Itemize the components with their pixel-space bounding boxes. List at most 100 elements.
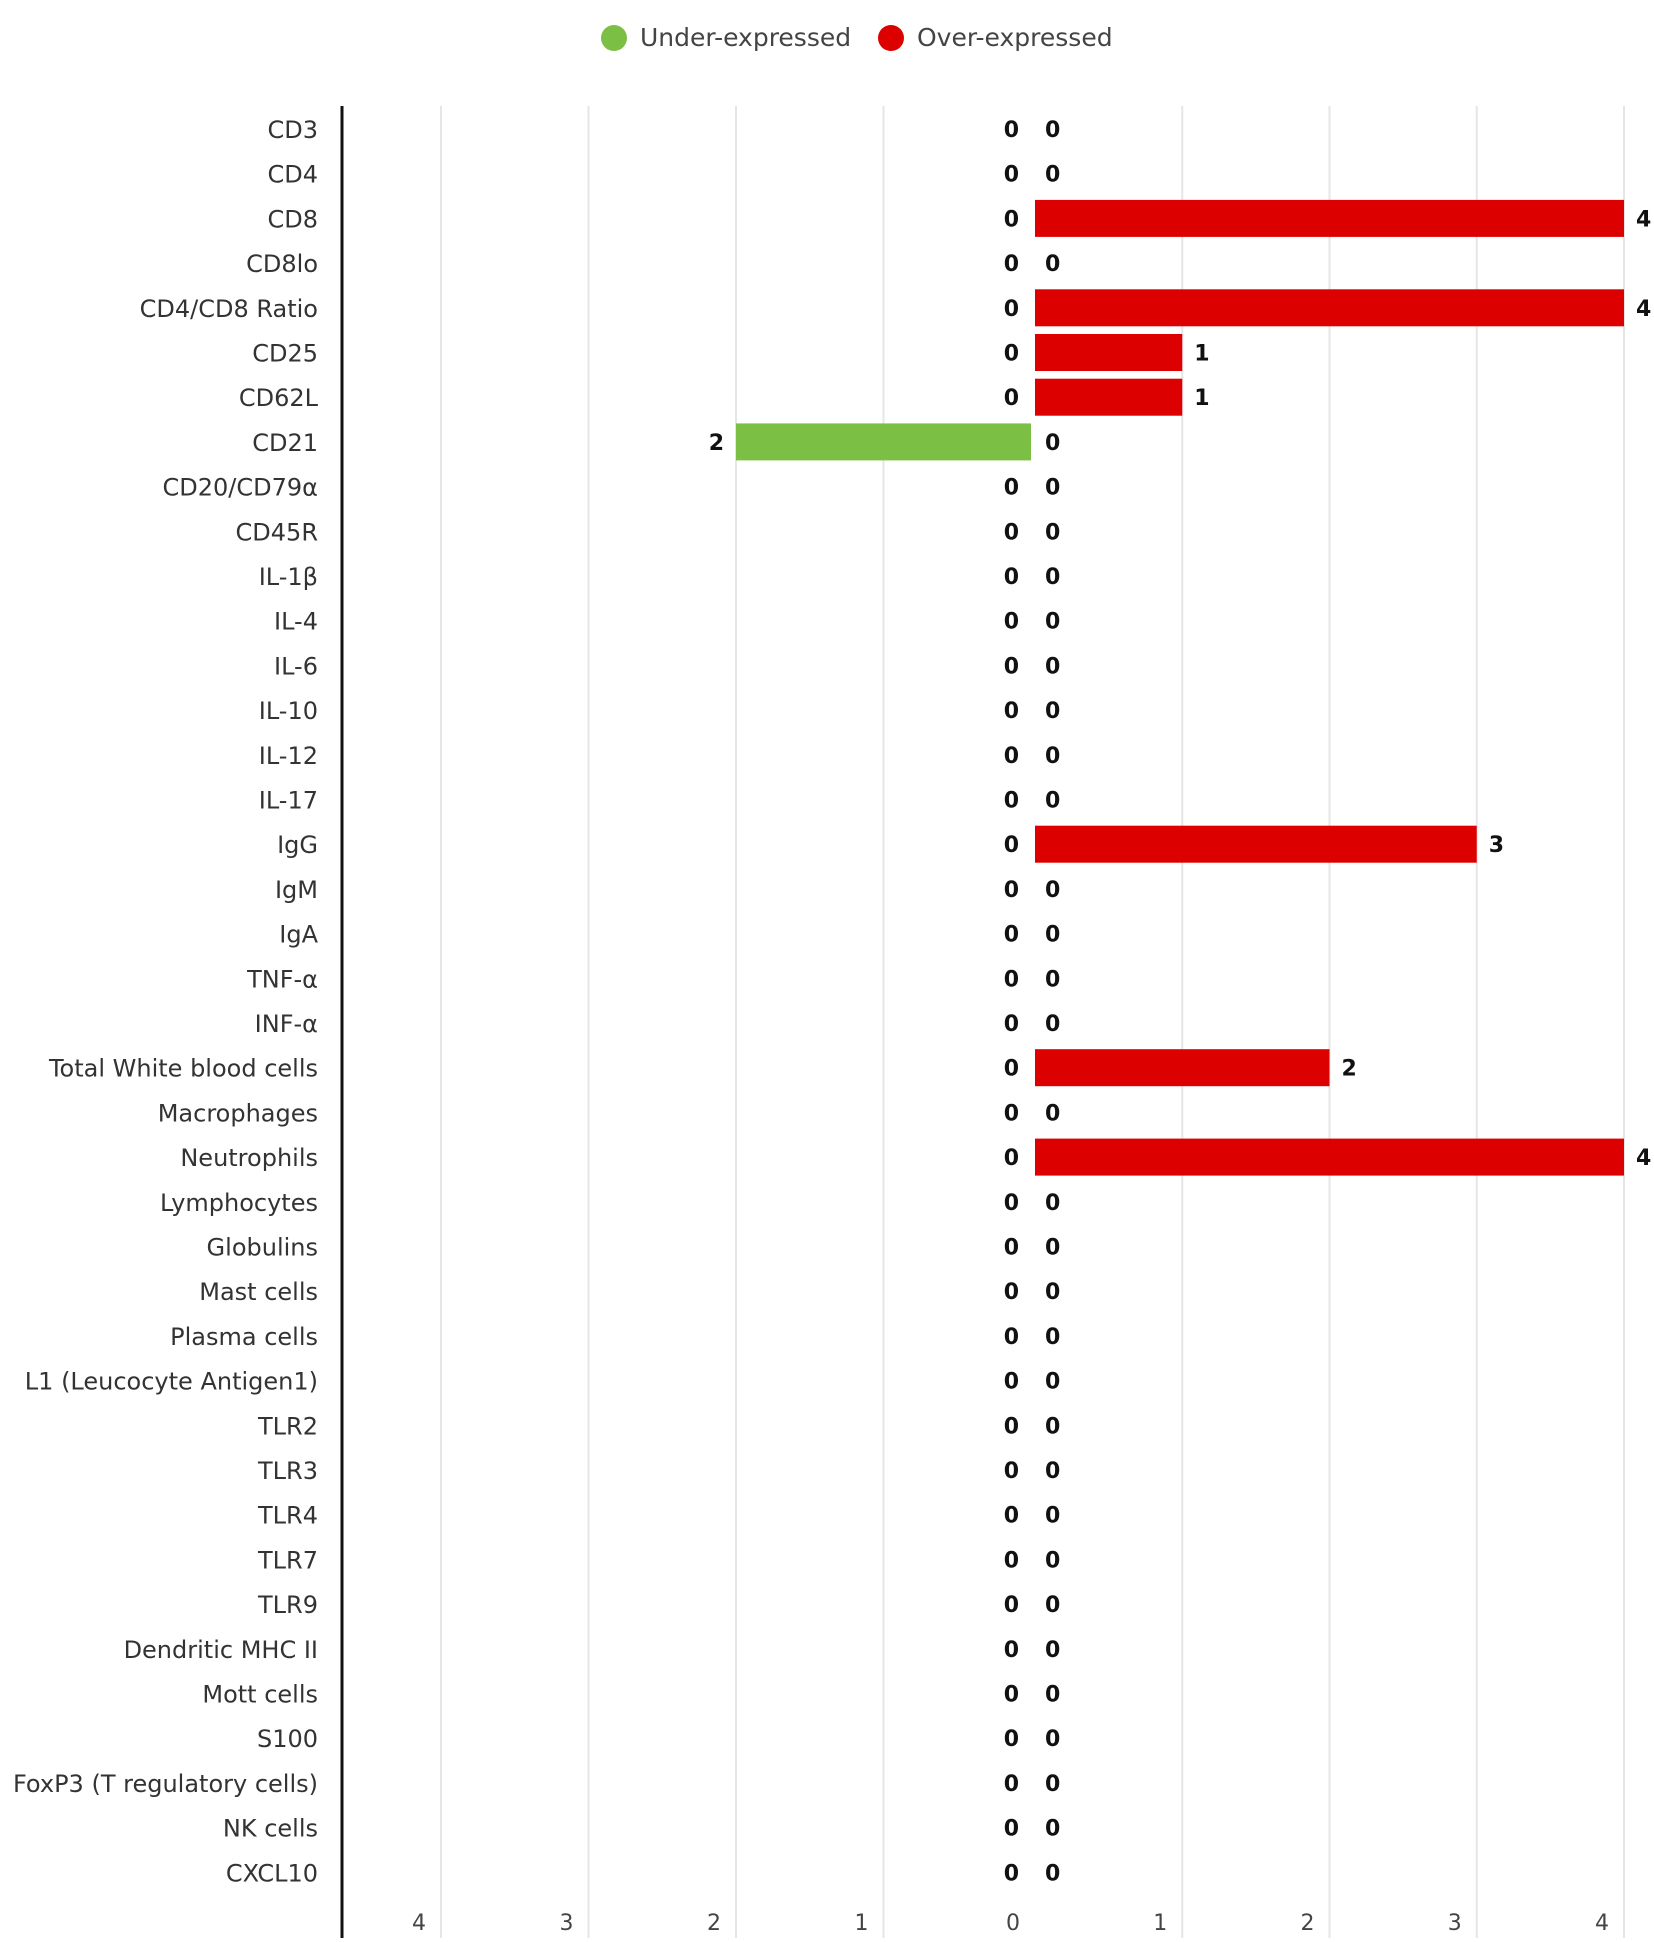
category-label: TLR2: [257, 1412, 318, 1440]
legend-marker-under-expressed: [601, 25, 627, 51]
data-label: 1: [1194, 342, 1209, 367]
data-label: 0: [1004, 476, 1019, 501]
data-label: 1: [1194, 386, 1209, 411]
bar-over-expressed: [1035, 289, 1624, 327]
category-label: IL-10: [259, 697, 318, 725]
category-label: TLR9: [257, 1591, 318, 1619]
data-label: 0: [1045, 1191, 1060, 1216]
data-label: 0: [1004, 744, 1019, 769]
category-label: NK cells: [223, 1815, 318, 1843]
data-label: 0: [1045, 610, 1060, 635]
category-label: Lymphocytes: [160, 1189, 318, 1217]
data-label: 0: [1004, 1504, 1019, 1529]
data-label: 0: [1004, 1414, 1019, 1439]
bar-over-expressed: [1035, 199, 1624, 237]
legend-marker-over-expressed: [878, 25, 904, 51]
x-tick-label: 2: [1301, 1911, 1315, 1936]
data-label: 0: [1004, 1146, 1019, 1171]
category-label: FoxP3 (T regulatory cells): [13, 1770, 318, 1798]
data-label: 0: [1004, 520, 1019, 545]
category-label: Neutrophils: [180, 1144, 318, 1172]
data-label: 0: [1004, 1370, 1019, 1395]
data-label: 0: [1004, 342, 1019, 367]
category-label: CD45R: [236, 518, 318, 546]
data-label: 0: [1004, 967, 1019, 992]
data-label: 0: [1045, 1638, 1060, 1663]
category-label: CD21: [252, 429, 318, 457]
data-label: 0: [1045, 1548, 1060, 1573]
category-label: CXCL10: [226, 1859, 318, 1887]
data-label: 0: [1045, 118, 1060, 143]
data-label: 0: [1004, 565, 1019, 590]
x-tick-label: 4: [1595, 1911, 1609, 1936]
data-label: 0: [1045, 252, 1060, 277]
category-label: Dendritic MHC II: [124, 1636, 318, 1664]
x-tick-label: 2: [707, 1911, 721, 1936]
bar-over-expressed: [1035, 1049, 1330, 1087]
data-label: 0: [1045, 878, 1060, 903]
category-label: Total White blood cells: [48, 1055, 318, 1083]
data-label: 0: [1045, 1414, 1060, 1439]
category-label: CD3: [267, 116, 318, 144]
data-label: 0: [1045, 923, 1060, 948]
category-label: Globulins: [207, 1234, 318, 1262]
data-label: 0: [1004, 1325, 1019, 1350]
category-label: TNF-α: [246, 965, 318, 993]
data-label: 0: [1004, 252, 1019, 277]
data-label: 0: [1045, 654, 1060, 679]
data-label: 2: [709, 431, 724, 456]
data-label: 0: [1004, 610, 1019, 635]
x-tick-label: 0: [1006, 1911, 1020, 1936]
data-label: 0: [1004, 789, 1019, 814]
data-label: 0: [1004, 1593, 1019, 1618]
category-label: CD8: [267, 205, 318, 233]
data-label: 0: [1045, 476, 1060, 501]
category-label: Plasma cells: [170, 1323, 318, 1351]
category-label: IL-1β: [259, 563, 318, 591]
data-label: 4: [1636, 207, 1651, 232]
data-label: 0: [1045, 1817, 1060, 1842]
data-label: 0: [1004, 386, 1019, 411]
x-tick-label: 3: [1448, 1911, 1462, 1936]
data-label: 0: [1045, 1325, 1060, 1350]
category-label: INF-α: [255, 1010, 318, 1038]
data-label: 0: [1004, 1191, 1019, 1216]
data-label: 0: [1004, 1817, 1019, 1842]
data-label: 0: [1045, 1370, 1060, 1395]
data-label: 0: [1004, 1638, 1019, 1663]
category-label: IgA: [279, 921, 318, 949]
category-label: CD62L: [239, 384, 319, 412]
bar-over-expressed: [1035, 334, 1183, 371]
bar-over-expressed: [1035, 825, 1477, 863]
data-label: 0: [1045, 1593, 1060, 1618]
category-label: TLR3: [257, 1457, 318, 1485]
data-label: 0: [1045, 789, 1060, 814]
data-label: 0: [1045, 1236, 1060, 1261]
data-label: 0: [1045, 163, 1060, 188]
data-label: 0: [1004, 1727, 1019, 1752]
data-label: 0: [1004, 118, 1019, 143]
category-label: CD8lo: [246, 250, 318, 278]
category-label: CD4/CD8 Ratio: [140, 295, 318, 323]
x-tick-label: 1: [855, 1911, 869, 1936]
category-label: IL-6: [274, 652, 318, 680]
data-label: 0: [1004, 1683, 1019, 1708]
data-label: 2: [1342, 1057, 1357, 1082]
data-label: 0: [1004, 1459, 1019, 1484]
data-label: 0: [1004, 833, 1019, 858]
category-label: TLR7: [257, 1546, 318, 1574]
category-label: IL-4: [274, 608, 318, 636]
data-label: 0: [1004, 297, 1019, 322]
data-label: 0: [1004, 1101, 1019, 1126]
data-label: 0: [1045, 967, 1060, 992]
data-label: 0: [1045, 520, 1060, 545]
data-label: 0: [1045, 1683, 1060, 1708]
data-label: 0: [1004, 923, 1019, 948]
x-tick-label: 1: [1153, 1911, 1167, 1936]
data-label: 0: [1004, 1772, 1019, 1797]
data-label: 0: [1045, 744, 1060, 769]
data-label: 0: [1045, 1101, 1060, 1126]
category-label: S100: [257, 1725, 318, 1753]
data-label: 3: [1489, 833, 1504, 858]
